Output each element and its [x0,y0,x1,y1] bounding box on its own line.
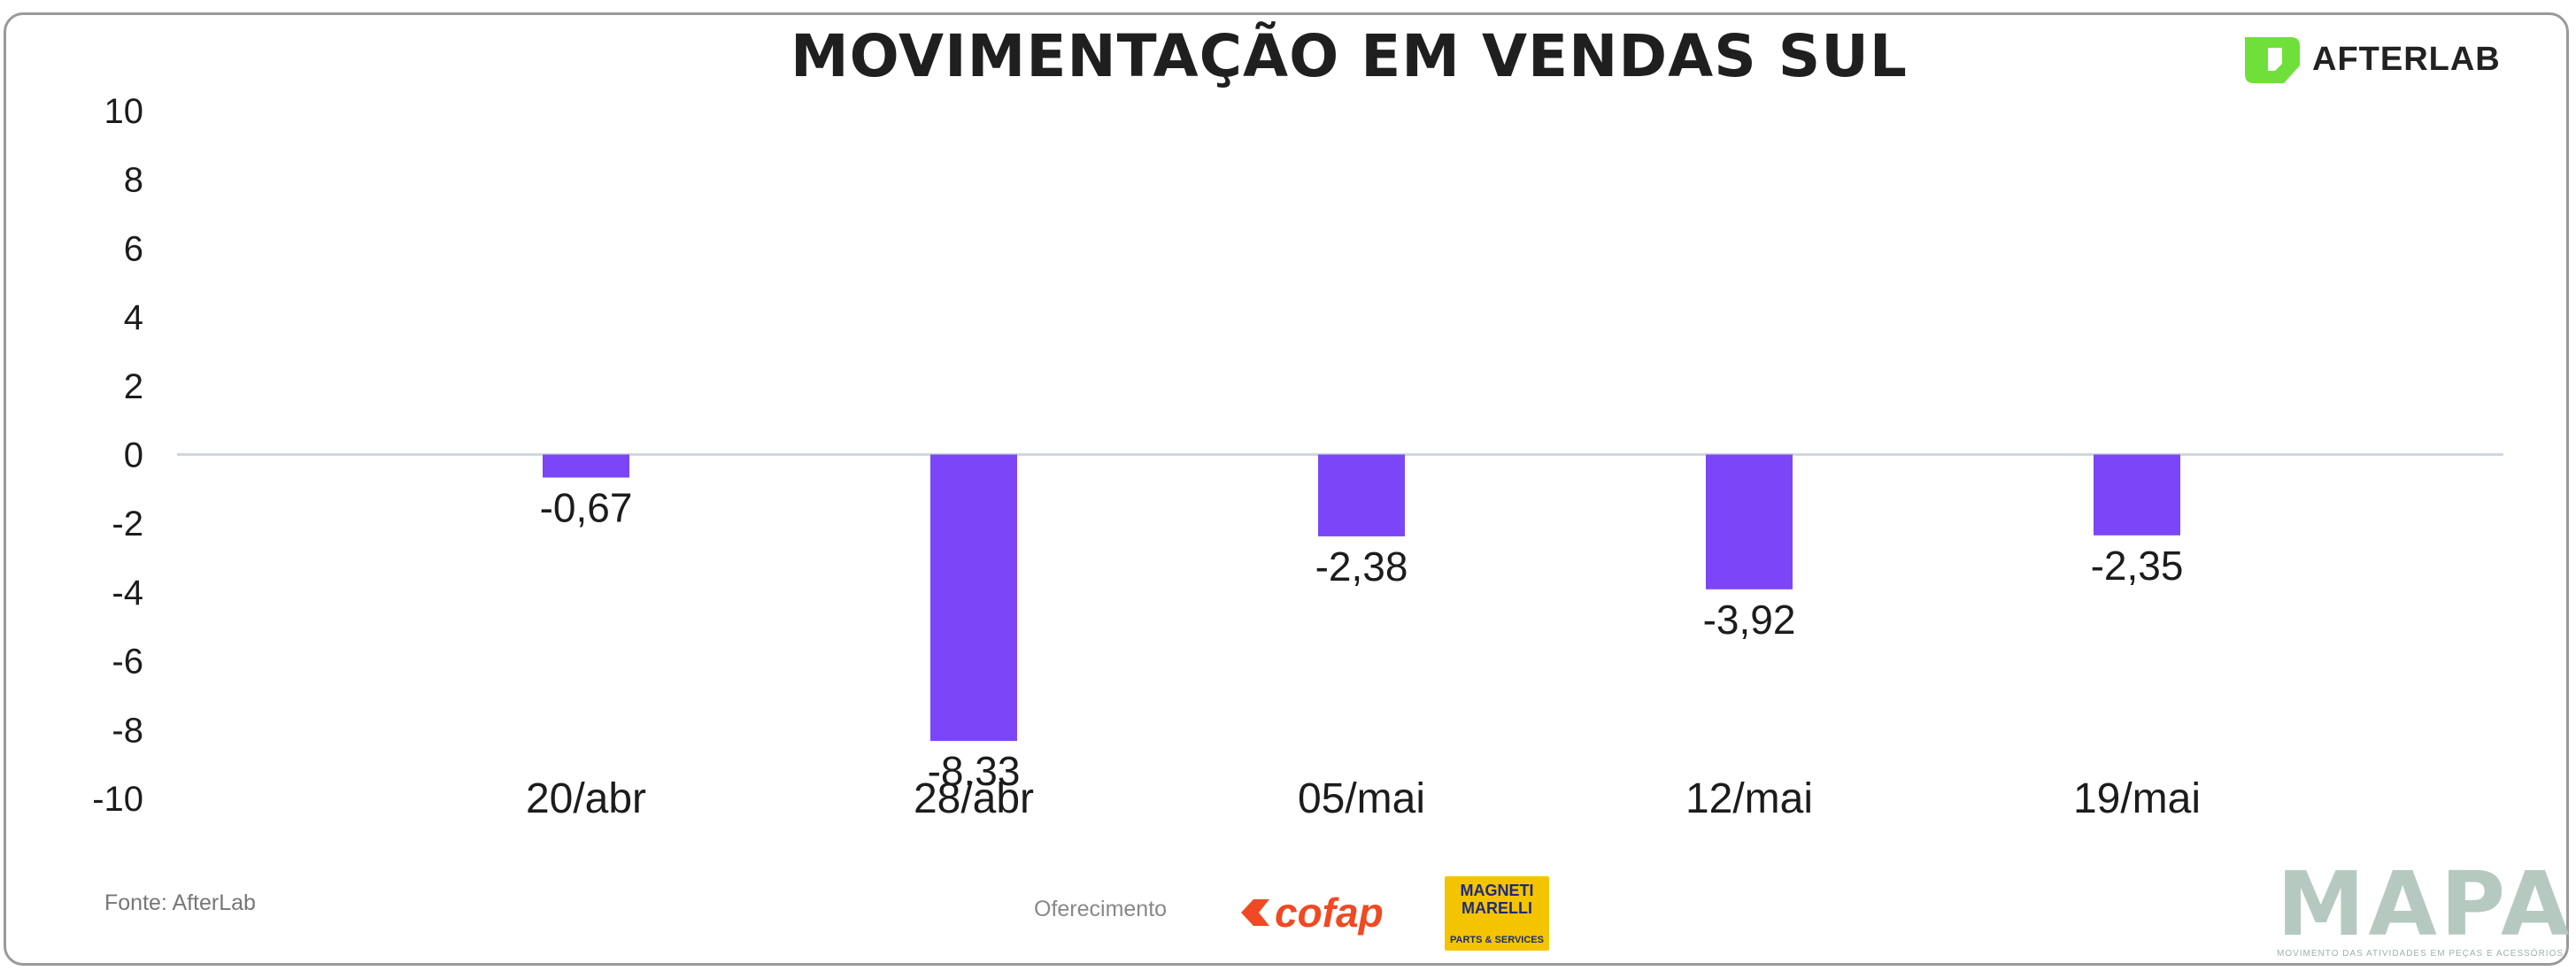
bars [543,454,2180,742]
x-tick-label: 20/abr [526,775,646,822]
bar [930,454,1017,742]
magneti-marelli-logo-icon [1445,876,1549,951]
y-tick-label: -4 [112,574,143,613]
y-tick-label: 10 [104,92,144,131]
y-tick-label: 8 [124,161,143,200]
x-tick-label: 19/mai [2073,775,2201,822]
source-note: Fonte: AfterLab [104,890,256,915]
x-tick-label: 12/mai [1685,775,1813,822]
data-label: -8,33 [928,748,1021,794]
magneti-marelli-subtitle: PARTS & SERVICES [1450,935,1544,945]
data-label: -3,92 [1703,597,1796,643]
y-tick-label: 0 [124,436,143,475]
cofap-logo-text: cofap [1275,890,1384,936]
y-tick-label: 6 [124,229,143,268]
afterlab-logo-icon [2245,37,2300,83]
magneti-marelli-name: MAGNETI MARELLI [1460,882,1534,917]
y-tick-label: -8 [112,711,143,750]
y-tick-label: -10 [92,780,143,819]
chart-title: MOVIMENTAÇÃO EM VENDAS SUL [791,22,1908,90]
data-label: -2,35 [2091,543,2184,589]
x-tick-label: 28/abr [914,775,1034,822]
y-axis: 10 8 6 4 2 0 -2 -4 -6 -8 -10 [92,92,143,819]
y-tick-label: 2 [124,367,143,406]
sponsor-label: Oferecimento [1034,897,1168,921]
x-tick-label: 05/mai [1298,775,1425,822]
x-axis: 20/abr 28/abr 05/mai 12/mai 19/mai [526,775,2201,822]
data-labels: -0,67 -8,33 -2,38 -3,92 -2,35 [540,485,2184,795]
bar [543,454,629,478]
bar [2094,454,2180,536]
data-label: -0,67 [540,485,633,531]
y-tick-label: 4 [124,298,143,337]
y-tick-label: -6 [112,643,143,682]
bar [1706,454,1793,590]
brand-name: AFTERLAB [2312,41,2501,78]
bar [1318,454,1405,536]
data-label: -2,38 [1315,543,1408,590]
cofap-logo-icon [1241,899,1269,926]
y-tick-label: -2 [112,505,143,543]
mapa-tagline: MOVIMENTO DAS ATIVIDADES EM PEÇAS E ACES… [2277,949,2564,959]
mapa-logo: MAPA [2277,852,2573,956]
